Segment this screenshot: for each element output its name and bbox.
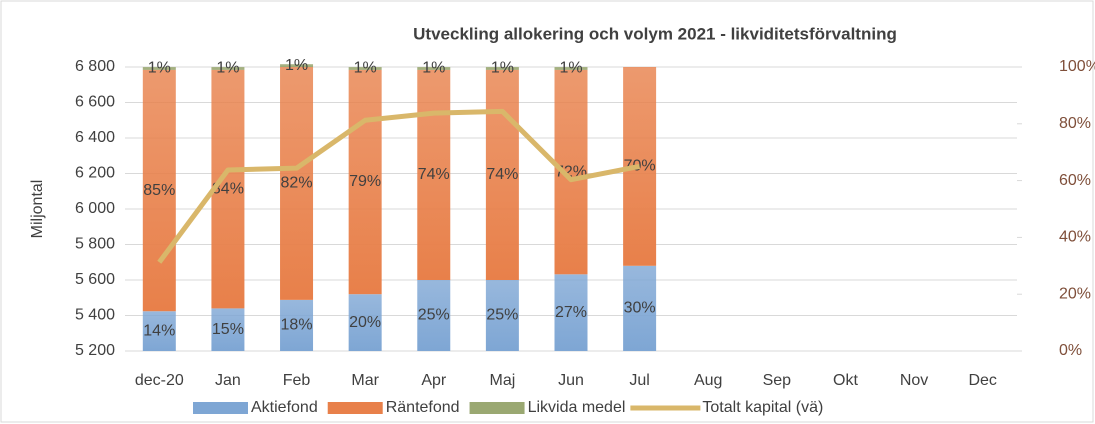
y-tick-label: 5 400 xyxy=(75,307,115,324)
bar-segment xyxy=(348,67,382,70)
bar-segment xyxy=(554,67,588,70)
y-tick-label: 6 400 xyxy=(75,129,115,146)
y-tick-label: 6 000 xyxy=(75,200,115,217)
bar-segment xyxy=(485,67,519,70)
bar-segment xyxy=(142,69,176,312)
bar-segment xyxy=(211,308,245,351)
y2-tick-label: 0% xyxy=(1059,342,1082,359)
data-label: 25% xyxy=(486,307,518,324)
legend-label: Aktiefond xyxy=(251,399,318,416)
bar-segment xyxy=(348,69,382,295)
legend-label: Räntefond xyxy=(386,399,460,416)
bar-segment xyxy=(348,294,382,351)
bar-segment xyxy=(211,67,245,70)
data-label: 74% xyxy=(418,166,450,183)
x-tick-label: Jan xyxy=(215,372,241,389)
x-tick-label: Okt xyxy=(833,372,858,389)
bar-segment xyxy=(280,64,314,67)
y-axis-label: Miljontal xyxy=(29,180,46,239)
bar-segment xyxy=(485,69,519,280)
bar-segment xyxy=(623,265,657,351)
y-tick-label: 5 200 xyxy=(75,342,115,359)
data-label: 79% xyxy=(349,173,381,190)
bar-segment xyxy=(142,311,176,351)
x-tick-label: Maj xyxy=(489,372,515,389)
bar-segment xyxy=(417,69,451,280)
x-tick-label: Jul xyxy=(629,372,649,389)
y2-tick-label: 40% xyxy=(1059,229,1091,246)
legend-swatch xyxy=(327,402,383,414)
x-tick-label: Sep xyxy=(763,372,792,389)
x-tick-label: Feb xyxy=(283,372,311,389)
y2-tick-label: 20% xyxy=(1059,285,1091,302)
data-label: 1% xyxy=(216,60,239,77)
bar-segment xyxy=(280,299,314,351)
data-label: 30% xyxy=(624,300,656,317)
data-label: 20% xyxy=(349,314,381,331)
data-label: 15% xyxy=(212,321,244,338)
bar-segment xyxy=(142,67,176,70)
data-label: 85% xyxy=(143,182,175,199)
x-tick-label: Aug xyxy=(694,372,722,389)
y-tick-label: 6 600 xyxy=(75,94,115,111)
line xyxy=(157,108,641,264)
data-label: 1% xyxy=(148,60,171,77)
data-label: 27% xyxy=(555,304,587,321)
legend-swatch xyxy=(193,402,248,414)
legend-label: Totalt kapital (vä) xyxy=(702,399,823,416)
y2-tick-label: 100% xyxy=(1059,58,1095,75)
x-tick-label: Nov xyxy=(900,372,928,389)
legend-label: Likvida medel xyxy=(528,399,626,416)
bar-segment xyxy=(417,280,451,351)
data-label: 1% xyxy=(422,60,445,77)
y-tick-label: 5 800 xyxy=(75,236,115,253)
legend-swatch xyxy=(469,402,525,414)
data-label: 25% xyxy=(418,307,450,324)
data-label: 74% xyxy=(486,166,518,183)
y2-tick-label: 80% xyxy=(1059,115,1091,132)
data-label: 1% xyxy=(285,57,308,74)
chart-title: Utveckling allokering och volym 2021 - l… xyxy=(413,24,897,43)
x-tick-label: dec-20 xyxy=(135,372,184,389)
y-tick-label: 6 800 xyxy=(75,58,115,75)
x-tick-label: Jun xyxy=(558,372,584,389)
data-label: 18% xyxy=(281,317,313,334)
data-label: 1% xyxy=(491,60,514,77)
bar-segment xyxy=(211,69,245,309)
y2-tick-label: 60% xyxy=(1059,172,1091,189)
bar-segment xyxy=(554,274,588,351)
data-label: 1% xyxy=(354,60,377,77)
bar-segment xyxy=(485,280,519,351)
x-tick-label: Apr xyxy=(421,372,447,389)
bar-segment xyxy=(280,67,314,300)
y-tick-label: 5 600 xyxy=(75,271,115,288)
x-tick-label: Mar xyxy=(351,372,379,389)
data-label: 1% xyxy=(559,60,582,77)
bar-segment xyxy=(417,67,451,70)
y-tick-label: 6 200 xyxy=(75,165,115,182)
data-label: 82% xyxy=(281,175,313,192)
data-label: 14% xyxy=(143,322,175,339)
x-tick-label: Dec xyxy=(968,372,996,389)
